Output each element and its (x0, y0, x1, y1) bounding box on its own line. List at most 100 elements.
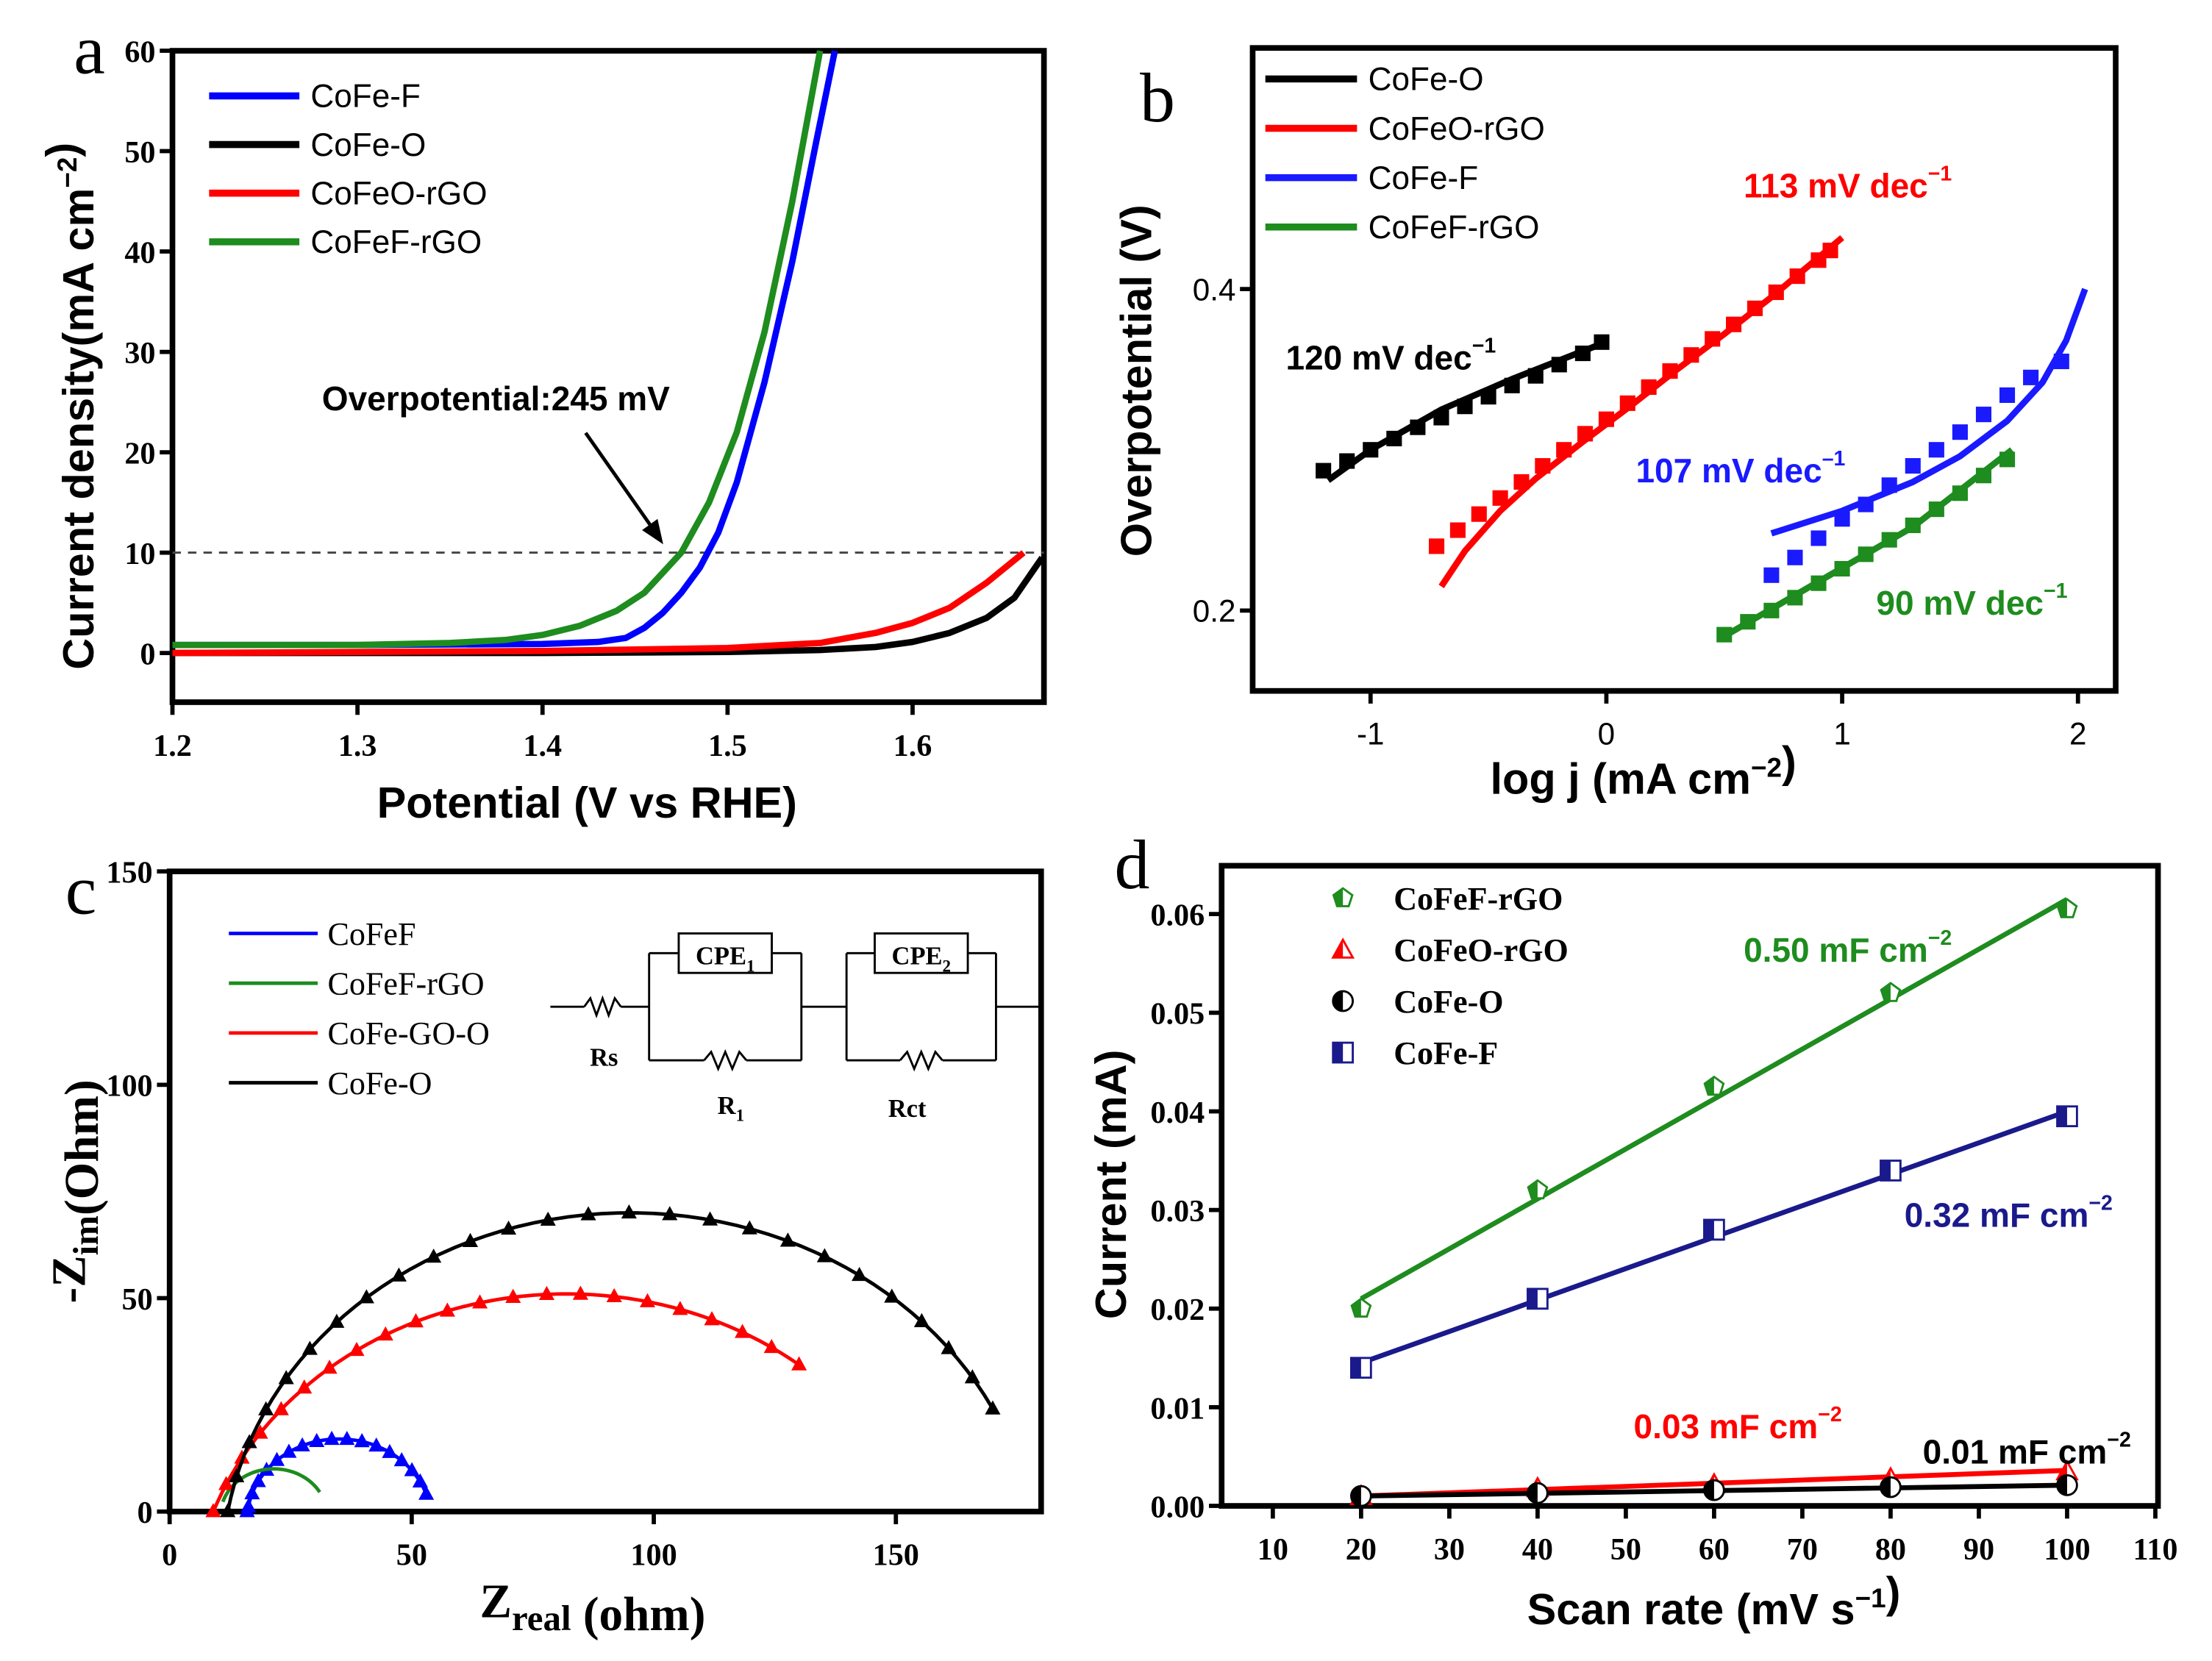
data-point-CoFe-O (662, 1206, 678, 1221)
data-point-CoFeF (404, 1462, 420, 1476)
circuit-label-sub: 1 (746, 956, 755, 975)
x-tick-label: 0 (162, 1538, 177, 1573)
series-line-CoFeO-rGO (172, 550, 1026, 657)
data-point-CoFeF (339, 1430, 355, 1446)
data-point-CoFe-O (941, 1340, 957, 1354)
x-axis-title-after: (ohm) (571, 1588, 706, 1641)
x-tick-label: 10 (1257, 1532, 1288, 1567)
legend-label: CoFeF-rGO (1394, 881, 1563, 917)
data-point-CoFe-GO-O (205, 1503, 221, 1518)
plot-frame (169, 48, 1047, 705)
panel-letter-c: c (65, 851, 97, 929)
plot-frame (166, 868, 1044, 1515)
data-point-CoFe-GO-O (296, 1379, 313, 1394)
data-point-CoFe-O (278, 1370, 294, 1385)
x-tick-label: 90 (1963, 1532, 1994, 1567)
panel-letter-b: b (1140, 59, 1175, 137)
y-axis-title-after: (Ohm) (56, 1079, 109, 1215)
slope-label-main: 0.32 mF cm (1905, 1196, 2089, 1234)
y-tick-label: 0.01 (1150, 1391, 1205, 1426)
circuit-label-r1: R1 (718, 1092, 744, 1125)
slope-label-sup: −2 (1928, 926, 1952, 950)
slope-label-main: 113 mV dec (1744, 166, 1928, 204)
circuit-label-sub: 2 (943, 956, 952, 975)
x-tick-label: 100 (2044, 1532, 2090, 1567)
x-tick-label: 2 (2069, 717, 2086, 751)
data-point-CoFeF (268, 1451, 285, 1466)
legend-label: CoFeO-rGO (1394, 932, 1569, 968)
data-point-CoFe-O (220, 1503, 236, 1518)
y-axis-title-main: Overpotential (V) (1111, 204, 1160, 557)
y-tick-label: 50 (124, 135, 155, 170)
x-axis-title: Scan rate (mV s−1) (1527, 1568, 1901, 1634)
x-axis-title-after: ) (1886, 1568, 1901, 1617)
plot-frame (1249, 45, 2119, 694)
slope-label: 120 mV dec−1 (1285, 334, 1496, 376)
data-point-CoFe-O (913, 1312, 930, 1327)
slope-label-main: 0.01 mF cm (1923, 1433, 2108, 1471)
overpotential-annotation: Overpotential:245 mV (322, 379, 670, 418)
x-tick-label: 50 (396, 1538, 427, 1573)
legend-label: CoFeF-rGO (310, 224, 482, 260)
y-tick-label: 0.05 (1150, 997, 1205, 1032)
legend-marker-fill (1332, 991, 1344, 1011)
panel-d: 10 20 30 40 50 60 70 80 90 100 110 0.00 0.01 0.02 0.03… (1150, 862, 2178, 1567)
data-point-CoFe-O (621, 1204, 637, 1219)
x-tick-label: 40 (1522, 1532, 1553, 1567)
slope-label-main: 0.03 mF cm (1634, 1407, 1819, 1446)
data-point-CoFe-GO-O (572, 1285, 588, 1300)
legend-label: CoFeF-rGO (1369, 210, 1540, 246)
x-axis-title: Potential (V vs RHE) (377, 778, 797, 827)
cpe-box-icon (677, 932, 773, 974)
x-axis-title-sup: −1 (1855, 1583, 1886, 1613)
y-tick-label: 0.2 (1193, 594, 1236, 629)
resistor-rs-icon (583, 995, 622, 1018)
x-axis-title-main: log j (mA cm (1490, 754, 1750, 804)
data-point-CoFeF (294, 1437, 310, 1451)
data-point-CoFe-O (816, 1248, 832, 1262)
data-point-CoFe-O-fill (1527, 1483, 1538, 1504)
data-point-CoFe-F-fill (1880, 1160, 1891, 1181)
y-tick-label: 0.02 (1150, 1293, 1205, 1327)
y-axis-title-after: ) (37, 143, 86, 157)
panel-a-data: CoFe-F CoFe-O CoFeO-rGO CoFeF-rGO Overpotent… (172, 50, 1045, 657)
data-point-CoFe-GO-O (791, 1356, 807, 1371)
y-tick-label: 150 (106, 855, 152, 890)
x-axis-title-sup: −2 (1751, 753, 1782, 783)
data-point-CoFe-O (462, 1232, 479, 1247)
y-tick-label: 100 (106, 1069, 152, 1104)
data-point-CoFeF (412, 1473, 428, 1487)
x-axis-title-after: ) (1782, 737, 1797, 787)
data-point-CoFe-O-fill (1880, 1477, 1891, 1497)
series-line-CoFeF-rGO (172, 50, 824, 649)
x-tick-label: -1 (1357, 717, 1385, 751)
data-point-CoFe-O (580, 1206, 596, 1221)
x-tick-label: 1 (1833, 717, 1850, 751)
circuit-label-cpe2: CPE2 (892, 943, 951, 976)
data-point-CoFeF-rGO-fill (1705, 1076, 1714, 1095)
data-point-CoFe-O (741, 1220, 757, 1235)
x-tick-label: 20 (1346, 1532, 1377, 1567)
data-point-CoFeF (250, 1473, 266, 1487)
data-point-CoFe-GO-O (273, 1401, 289, 1415)
legend-label: CoFe-F (1369, 160, 1478, 196)
slope-label-sup: −2 (1818, 1403, 1842, 1426)
fit-line-CoFe-F (1770, 287, 2088, 537)
data-point-CoFe-O (884, 1288, 900, 1303)
x-axis-title-sub: real (512, 1598, 571, 1638)
x-tick-label: 110 (2133, 1532, 2178, 1567)
panel-b: -1 0 1 2 0.2 0.4 (1193, 45, 2119, 751)
slope-label: 107 mV dec–1 (1635, 447, 1845, 490)
data-point-CoFe-O (229, 1468, 245, 1482)
x-tick-label: 1.6 (893, 729, 932, 763)
data-point-CoFe-F (1763, 567, 1780, 583)
legend-marker-fill (1332, 1043, 1344, 1062)
resistor-icon (703, 1049, 748, 1072)
y-tick-label: 50 (121, 1282, 152, 1317)
fit-line-CoFeF-rGO (1722, 447, 2014, 640)
data-point-CoFe-GO-O (538, 1285, 555, 1301)
x-tick-label: 1.5 (708, 729, 747, 763)
data-point-CoFeF (240, 1498, 257, 1512)
y-axis-title-main: Current (mA) (1086, 1050, 1135, 1320)
y-tick-label: 0 (140, 637, 155, 671)
